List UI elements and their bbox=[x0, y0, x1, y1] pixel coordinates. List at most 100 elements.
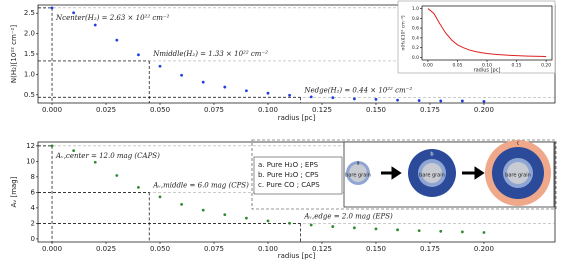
data-point bbox=[158, 64, 162, 68]
layer-label: c bbox=[517, 141, 520, 147]
data-point bbox=[396, 228, 399, 232]
data-point bbox=[115, 174, 119, 177]
x-tick-label: 0.000 bbox=[42, 106, 62, 114]
data-point bbox=[93, 160, 97, 164]
data-point bbox=[417, 99, 421, 102]
data-point bbox=[352, 97, 356, 101]
y-tick-label: 0.6 bbox=[412, 26, 419, 32]
x-tick-label: 0.200 bbox=[474, 106, 494, 114]
layer-label: b bbox=[430, 152, 433, 158]
data-point bbox=[244, 89, 248, 93]
arrow bbox=[381, 166, 402, 180]
x-tick-label: 0.15 bbox=[512, 63, 522, 69]
data-point bbox=[180, 203, 184, 206]
arrow bbox=[462, 166, 485, 180]
y-tick-label: 0.8 bbox=[412, 16, 419, 22]
x-tick-label: 0.075 bbox=[204, 245, 224, 253]
data-point bbox=[439, 229, 443, 233]
x-tick-label: 0.150 bbox=[366, 106, 386, 114]
data-point bbox=[50, 144, 54, 148]
data-point bbox=[266, 91, 270, 95]
data-point bbox=[309, 95, 313, 99]
legend-item: c. Pure CO ; CAPS bbox=[258, 181, 320, 189]
data-point bbox=[460, 230, 464, 234]
y-tick-label: 12 bbox=[26, 142, 35, 150]
legend-item: b. Pure H₂O ; CPS bbox=[258, 171, 319, 179]
inset-chart: 0.00 0.05 0.10 0.15 0.20 0.0 0.2 0.4 0.6 0.8 1.0 ra… bbox=[397, 0, 556, 74]
data-point bbox=[137, 185, 140, 189]
x-tick-label: 0.125 bbox=[312, 106, 332, 114]
x-tick-label: 0.025 bbox=[96, 245, 116, 253]
data-point bbox=[244, 216, 248, 220]
y-tick-label: 2.0 bbox=[24, 30, 35, 38]
y-tick-label: 0.0 bbox=[412, 55, 419, 61]
x-tick-label: 0.05 bbox=[452, 63, 462, 69]
x-tick-label: 0.200 bbox=[474, 245, 494, 253]
annotation: Ncenter(H₂) = 2.63 × 10²² cm⁻² bbox=[55, 14, 170, 22]
x-axis-label: radius [pc] bbox=[474, 68, 501, 74]
x-tick-label: 0.100 bbox=[258, 245, 278, 253]
y-tick-label: 8 bbox=[31, 173, 35, 181]
data-point bbox=[223, 85, 227, 89]
plot-frame bbox=[37, 141, 556, 243]
x-tick-label: 0.050 bbox=[150, 245, 170, 253]
inset-frame bbox=[397, 0, 556, 74]
data-point bbox=[439, 99, 443, 103]
x-tick-label: 0.10 bbox=[482, 63, 492, 69]
grain-core bbox=[507, 162, 529, 184]
y-axis-label: Aᵥ [mag] bbox=[10, 176, 18, 207]
diagram-frame bbox=[251, 139, 557, 210]
data-point bbox=[482, 99, 486, 103]
legend-item: a. Pure H₂O ; EPS bbox=[258, 161, 319, 169]
y-tick-label: 2 bbox=[31, 219, 35, 227]
x-tick-label: 0.075 bbox=[204, 106, 224, 114]
y-tick-label: 4 bbox=[31, 204, 36, 212]
legend-box bbox=[253, 156, 343, 195]
annotation: Aᵥ,center = 12.0 mag (CAPS) bbox=[55, 152, 160, 160]
data-point bbox=[374, 227, 378, 231]
data-point bbox=[331, 225, 335, 228]
data-point bbox=[352, 226, 356, 230]
x-tick-label: 0.025 bbox=[96, 106, 116, 114]
data-point bbox=[201, 208, 205, 212]
y-tick-label: 1.0 bbox=[24, 70, 35, 78]
data-point bbox=[201, 80, 205, 84]
annotation: Aᵥ,middle = 6.0 mag (CPS) bbox=[152, 181, 249, 189]
annotation: Nmiddle(H₂) = 1.33 × 10²² cm⁻² bbox=[152, 50, 268, 58]
data-point bbox=[417, 229, 421, 233]
data-point bbox=[288, 221, 291, 225]
y-tick-label: 6 bbox=[31, 188, 36, 196]
data-point bbox=[72, 149, 76, 153]
data-point bbox=[115, 38, 119, 42]
x-tick-label: 0.20 bbox=[541, 63, 551, 69]
y-axis-label: n(H₂)[10⁶ cm⁻³] bbox=[401, 15, 407, 50]
y-tick-label: 1.5 bbox=[24, 50, 35, 58]
y-tick-label: 0 bbox=[31, 235, 35, 243]
grain-label: bare grain bbox=[419, 173, 445, 179]
data-point bbox=[374, 97, 378, 101]
data-point bbox=[223, 213, 227, 217]
x-tick-label: 0.175 bbox=[420, 245, 440, 253]
x-tick-label: 0.150 bbox=[366, 245, 386, 253]
chart: 0.000 0.025 0.050 0.075 0.100 0.125 0.150 0.175… bbox=[10, 4, 556, 122]
x-axis-label: radius [pc] bbox=[278, 114, 316, 122]
data-point bbox=[460, 99, 464, 103]
grain-label: bare grain bbox=[505, 173, 531, 179]
diagram: a. Pure H₂O ; EPS b. Pure H₂O ; CPS c. P… bbox=[251, 139, 557, 210]
data-point bbox=[396, 98, 399, 102]
x-tick-label: 0.00 bbox=[423, 63, 433, 69]
grain-core bbox=[349, 164, 367, 182]
x-tick-label: 0.175 bbox=[420, 106, 440, 114]
data-point bbox=[50, 6, 54, 10]
x-tick-label: 0.100 bbox=[258, 106, 278, 114]
x-tick-label: 0.000 bbox=[42, 245, 62, 253]
y-tick-label: 2.5 bbox=[24, 9, 35, 17]
y-axis-label: N(H₂)[10²² cm⁻²] bbox=[10, 25, 18, 83]
grain-core bbox=[422, 163, 442, 183]
data-point bbox=[288, 93, 291, 97]
y-tick-label: 0.2 bbox=[412, 45, 419, 51]
data-point bbox=[482, 231, 486, 234]
data-point bbox=[137, 53, 140, 57]
data-point bbox=[266, 219, 270, 223]
